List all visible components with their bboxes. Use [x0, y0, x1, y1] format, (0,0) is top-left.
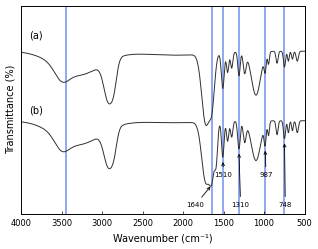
Text: 1510: 1510	[215, 163, 232, 178]
Text: 987: 987	[259, 152, 273, 178]
Y-axis label: Transmittance (%): Transmittance (%)	[5, 65, 16, 154]
Text: 1310: 1310	[232, 155, 250, 208]
Text: 748: 748	[279, 144, 292, 208]
X-axis label: Wavenumber (cm⁻¹): Wavenumber (cm⁻¹)	[113, 234, 213, 244]
Text: 1640: 1640	[186, 187, 210, 208]
Text: (b): (b)	[29, 106, 43, 116]
Text: (a): (a)	[29, 30, 43, 40]
